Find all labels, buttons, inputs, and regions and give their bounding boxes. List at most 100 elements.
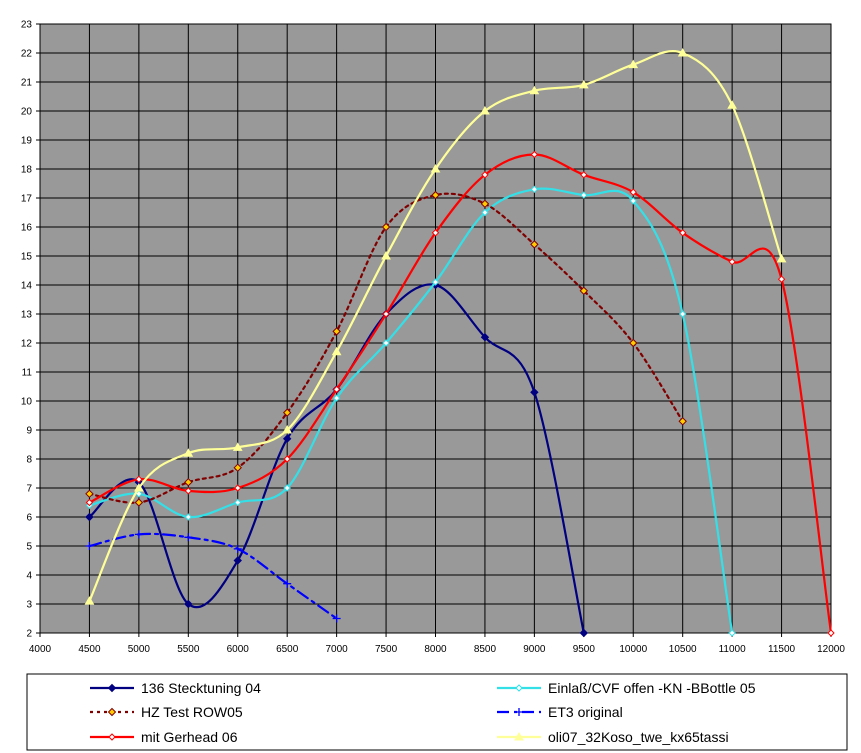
series-point-marker (184, 487, 193, 495)
series-point-marker (332, 327, 341, 336)
series-point-marker (283, 579, 292, 588)
series-point-marker (481, 208, 489, 217)
legend-box (26, 673, 848, 751)
x-tick-label: 12000 (817, 644, 845, 655)
series-point-marker (233, 463, 242, 472)
y-tick-label: 5 (26, 542, 32, 553)
y-tick-label: 21 (21, 78, 33, 89)
series-point-marker (84, 596, 95, 605)
x-tick-label: 4000 (29, 644, 52, 655)
y-tick-label: 9 (26, 426, 32, 437)
legend-item: HZ Test ROW05 (90, 704, 243, 720)
series-point-marker (234, 498, 242, 507)
series-5 (84, 47, 787, 605)
series-point-marker (578, 79, 589, 89)
series-point-marker (184, 599, 193, 609)
series-point-marker (728, 258, 736, 266)
series-point-marker (827, 629, 835, 637)
series-point-marker (331, 346, 342, 356)
series-point-marker (579, 286, 589, 296)
series-point-marker (431, 190, 440, 200)
legend-item: 136 Stecktuning 04 (90, 680, 261, 696)
x-tick-label: 8000 (424, 644, 447, 655)
legend-marker (107, 683, 117, 693)
legend-label: mit Gerhead 06 (141, 729, 238, 745)
x-tick-label: 11500 (768, 644, 796, 655)
series-point-marker (234, 484, 242, 492)
y-tick-label: 17 (21, 194, 33, 205)
x-tick-label: 10500 (669, 644, 697, 655)
legend-marker (514, 731, 524, 741)
y-tick-label: 2 (26, 629, 32, 640)
series-point-marker (134, 498, 144, 507)
x-tick-label: 6000 (227, 644, 250, 655)
legend-marker (108, 733, 116, 741)
y-tick-label: 4 (26, 571, 32, 582)
y-tick-label: 10 (21, 397, 33, 408)
series-point-marker (530, 388, 539, 397)
y-tick-label: 7 (26, 484, 32, 495)
series-point-marker (232, 442, 243, 451)
axis-tick-labels: 2345678910111213141516171819202122234000… (21, 20, 845, 656)
x-tick-label: 5500 (177, 644, 200, 655)
series-point-marker (431, 278, 440, 286)
series-point-marker (134, 482, 144, 492)
x-tick-label: 6500 (276, 644, 299, 655)
series-point-marker (184, 533, 193, 542)
series-point-marker (184, 477, 193, 487)
legend-item: oli07_32Koso_twe_kx65tassi (497, 729, 729, 745)
y-tick-label: 14 (21, 281, 33, 292)
y-tick-label: 6 (26, 513, 32, 524)
series-point-marker (728, 629, 736, 637)
y-tick-label: 12 (21, 339, 33, 350)
series-point-marker (629, 338, 638, 348)
series-point-marker (233, 544, 242, 553)
series-point-marker (579, 628, 589, 638)
series-point-marker (381, 222, 391, 232)
series-point-marker (381, 250, 391, 260)
series-point-marker (183, 448, 194, 457)
legend-label: Einlaß/CVF offen -KN -BBottle 05 (548, 680, 756, 696)
series-point-marker (628, 59, 639, 69)
series-2 (85, 190, 687, 507)
legend-label: 136 Stecktuning 04 (141, 680, 261, 696)
y-tick-label: 13 (21, 310, 33, 321)
series-point-marker (530, 150, 539, 159)
series-point-marker (332, 614, 341, 623)
series-point-marker (580, 171, 588, 179)
series-point-marker (629, 188, 637, 196)
y-tick-label: 19 (21, 136, 33, 147)
series-point-marker (283, 455, 291, 463)
x-tick-label: 5000 (128, 644, 151, 655)
legend-label: HZ Test ROW05 (141, 704, 243, 720)
legend-item: ET3 original (497, 704, 623, 720)
series-point-marker (85, 498, 94, 507)
series-point-marker (382, 310, 390, 318)
series-line (88, 532, 338, 620)
legend-item: mit Gerhead 06 (90, 729, 238, 745)
series-3 (85, 530, 341, 623)
series-point-marker (233, 556, 242, 565)
series-point-marker (85, 542, 94, 550)
legend: 136 Stecktuning 04 Einlaß/CVF offen -KN -… (90, 680, 756, 745)
series-point-marker (282, 434, 292, 443)
series-point-marker (677, 47, 688, 57)
series-point-marker (184, 513, 193, 521)
series-point-marker (481, 171, 489, 179)
series-point-marker (480, 199, 490, 209)
series-point-marker (629, 197, 637, 205)
legend-item: Einlaß/CVF offen -KN -BBottle 05 (497, 680, 756, 696)
x-tick-label: 4500 (78, 644, 101, 655)
series-point-marker (282, 424, 293, 434)
series-point-marker (580, 191, 588, 199)
y-tick-label: 16 (21, 223, 33, 234)
y-tick-label: 23 (21, 20, 33, 31)
series-point-marker (283, 484, 291, 492)
series-point-marker (678, 229, 687, 237)
series-point-marker (530, 185, 539, 194)
series-point-marker (134, 530, 143, 539)
series-point-marker (678, 417, 687, 426)
series-point-marker (332, 385, 341, 394)
series-point-marker (529, 85, 540, 95)
